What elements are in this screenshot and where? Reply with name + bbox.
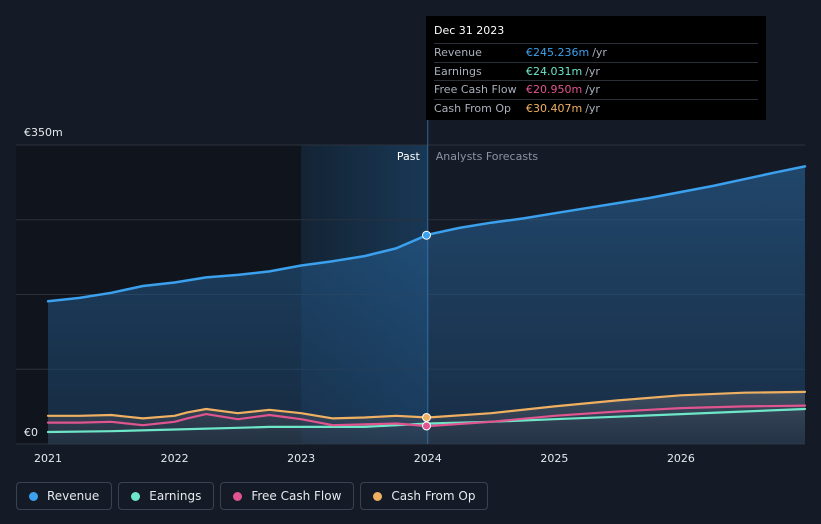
tooltip-row-cash-from-op: Cash From Op €30.407m /yr xyxy=(434,98,758,118)
forecast-label: Analysts Forecasts xyxy=(436,150,539,163)
legend-item-free-cash-flow[interactable]: Free Cash Flow xyxy=(220,482,355,510)
legend-label: Cash From Op xyxy=(391,489,476,503)
revenue-area xyxy=(48,166,805,444)
cash-from-op-line xyxy=(46,390,807,420)
legend-dot-icon xyxy=(131,491,141,501)
tooltip-unit: /yr xyxy=(592,46,607,60)
legend-dot-icon xyxy=(233,491,243,501)
tooltip-value: €245.236m xyxy=(526,46,590,60)
legend-dot-icon xyxy=(29,491,38,501)
tooltip-date: Dec 31 2023 xyxy=(434,24,505,37)
legend-item-revenue[interactable]: Revenue xyxy=(16,482,113,510)
legend: Revenue Earnings Free Cash Flow Cash Fro… xyxy=(16,482,489,510)
y-tick-label: €0 xyxy=(24,426,38,439)
legend-label: Free Cash Flow xyxy=(251,489,342,503)
free-cash-flow-line xyxy=(46,404,807,428)
x-tick-label: 2026 xyxy=(667,452,695,465)
tooltip-unit: /yr xyxy=(585,64,600,78)
cash-from-op-marker xyxy=(422,412,431,422)
x-tick-label: 2022 xyxy=(161,452,189,465)
tooltip-label: Cash From Op xyxy=(434,101,512,115)
legend-dot-icon xyxy=(373,491,383,501)
legend-item-cash-from-op[interactable]: Cash From Op xyxy=(360,482,489,510)
tooltip-label: Earnings xyxy=(434,64,482,78)
x-tick-label: 2021 xyxy=(34,452,62,465)
tooltip-row-free-cash-flow: Free Cash Flow €20.950m /yr xyxy=(434,80,758,99)
tooltip-value: €20.950m xyxy=(526,83,583,97)
tooltip-label: Free Cash Flow xyxy=(434,83,517,97)
tooltip: Dec 31 2023 Revenue €245.236m /yr Earnin… xyxy=(426,16,766,120)
past-label: Past xyxy=(397,150,421,163)
tooltip-unit: /yr xyxy=(585,83,600,97)
tooltip-value: €24.031m xyxy=(526,64,583,78)
legend-label: Earnings xyxy=(149,489,202,503)
revenue-marker xyxy=(422,230,431,240)
legend-label: Revenue xyxy=(47,489,100,503)
legend-item-earnings[interactable]: Earnings xyxy=(118,482,215,510)
tooltip-row-revenue: Revenue €245.236m /yr xyxy=(434,43,758,62)
x-tick-label: 2023 xyxy=(287,452,315,465)
earnings-line xyxy=(46,407,807,434)
tooltip-row-earnings: Earnings €24.031m /yr xyxy=(434,61,758,81)
x-tick-label: 2025 xyxy=(540,452,568,465)
free-cash-flow-marker xyxy=(422,421,431,431)
tooltip-label: Revenue xyxy=(434,46,482,60)
x-tick-label: 2024 xyxy=(414,452,442,465)
tooltip-unit: /yr xyxy=(585,101,600,115)
y-tick-label: €350m xyxy=(24,126,63,139)
tooltip-value: €30.407m xyxy=(526,101,583,115)
